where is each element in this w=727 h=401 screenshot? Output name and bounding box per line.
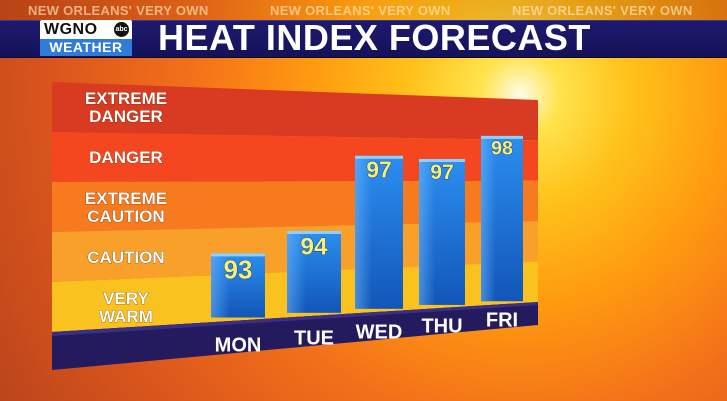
forecast-bar-cap [481, 135, 523, 139]
forecast-bar-highlight [211, 253, 230, 318]
forecast-value-label: 93 [224, 254, 253, 284]
forecast-bar-highlight [481, 135, 496, 302]
forecast-bar-cap [419, 159, 465, 162]
heat-zone-label: EXTREME DANGER [85, 89, 167, 126]
forecast-bar-highlight [355, 155, 372, 309]
day-label: TUE [294, 328, 334, 350]
forecast-value-label: 97 [366, 157, 391, 183]
tagline-center: NEW ORLEANS' VERY OWN [270, 3, 451, 18]
forecast-bar-highlight [287, 231, 306, 313]
tagline-right: NEW ORLEANS' VERY OWN [512, 3, 693, 18]
day-label: MON [215, 335, 262, 357]
heat-zone-label: EXTREME CAUTION [85, 189, 167, 226]
forecast-value-label: 97 [430, 161, 454, 184]
logo-station-text: WGNO [44, 21, 98, 38]
forecast-bars: 93 94 97 97 98 [211, 135, 523, 318]
heat-zone-label: DANGER [89, 148, 163, 167]
day-label: FRI [486, 309, 518, 331]
logo-station: WGNO abc [40, 20, 132, 39]
page-title: HEAT INDEX FORECAST [158, 17, 591, 58]
chart-base-top-edge [52, 302, 538, 336]
logo-weather: WEATHER [40, 39, 132, 56]
tagline-left: NEW ORLEANS' VERY OWN [28, 3, 209, 18]
forecast-bar-cap [355, 155, 403, 159]
heat-zone-label: VERY WARM [99, 289, 153, 326]
heat-zone-band [52, 82, 538, 141]
heat-zone-band [52, 180, 538, 232]
abc-network-icon: abc [114, 22, 129, 37]
heat-zones: EXTREME DANGER DANGER EXTREME CAUTION CAUTION… [52, 82, 538, 332]
station-logo: WGNO abc WEATHER [40, 20, 132, 58]
tagline-bar: NEW ORLEANS' VERY OWN NEW ORLEANS' VERY … [0, 0, 727, 20]
day-label: WED [356, 321, 403, 343]
forecast-bar-cap [211, 253, 265, 257]
day-label: THU [421, 315, 462, 337]
chart-base [52, 302, 538, 370]
forecast-bar-cap [287, 231, 341, 234]
heat-zone-band [52, 132, 538, 182]
forecast-value-label: 94 [300, 233, 328, 260]
forecast-bar-highlight [419, 159, 436, 305]
forecast-value-label: 98 [491, 138, 513, 160]
heat-zone-label: CAUTION [87, 248, 164, 267]
day-labels: MON TUE WED THU FRI [215, 309, 518, 356]
